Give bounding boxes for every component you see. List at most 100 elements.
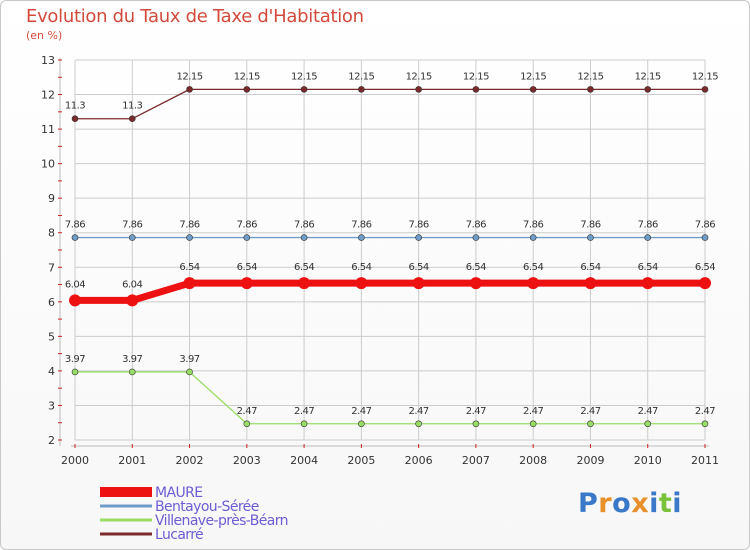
data-label: 6.54 — [580, 262, 600, 273]
data-point — [300, 234, 308, 241]
data-label: 6.54 — [695, 262, 715, 273]
legend-label: Bentayou-Sérée — [155, 499, 259, 515]
data-point — [584, 277, 597, 290]
y-tick-label: 7 — [48, 261, 55, 274]
x-tick-label: 2008 — [519, 454, 547, 467]
legend-swatch — [100, 518, 152, 522]
data-point — [128, 368, 136, 376]
data-label: 6.54 — [351, 262, 371, 273]
data-point — [300, 86, 308, 93]
data-label: 7.86 — [638, 220, 658, 231]
data-label: 12.15 — [291, 71, 317, 82]
data-label: 6.54 — [638, 262, 658, 273]
data-point — [186, 86, 193, 93]
logo-letter: x — [631, 488, 650, 519]
x-tick-label: 2004 — [290, 454, 318, 467]
data-point — [243, 420, 251, 428]
data-label: 12.15 — [348, 71, 374, 82]
data-point — [472, 420, 480, 428]
data-label: 2.47 — [351, 406, 371, 417]
data-point — [699, 277, 711, 290]
data-label: 6.54 — [466, 262, 486, 273]
data-point — [186, 234, 193, 241]
data-label: 2.47 — [409, 406, 429, 417]
data-point — [183, 277, 196, 290]
data-label: 6.54 — [179, 262, 199, 273]
x-tick-label: 2000 — [61, 454, 89, 467]
data-point — [587, 86, 594, 93]
data-label: 2.47 — [294, 406, 314, 417]
data-point — [69, 294, 81, 307]
data-point — [243, 234, 251, 241]
y-tick-label: 9 — [48, 192, 55, 205]
data-label: 2.47 — [695, 406, 715, 417]
data-label: 3.97 — [179, 354, 199, 365]
data-point — [469, 277, 482, 290]
y-tick-label: 5 — [48, 330, 55, 343]
logo-letter: t — [658, 488, 673, 519]
data-point — [126, 294, 139, 307]
data-label: 7.86 — [580, 220, 600, 231]
y-tick-label: 12 — [41, 89, 55, 102]
data-label: 12.15 — [406, 71, 432, 82]
logo-letter: o — [612, 488, 632, 519]
legend-swatch — [100, 487, 152, 497]
data-point — [644, 86, 652, 93]
y-tick-label: 4 — [48, 365, 55, 378]
data-point — [415, 86, 422, 93]
x-tick-label: 2003 — [233, 454, 261, 467]
data-point — [128, 234, 136, 241]
data-point — [701, 420, 709, 428]
data-label: 11.3 — [122, 101, 142, 112]
data-point — [71, 115, 79, 123]
proxiti-logo: Proxiti — [578, 488, 682, 519]
data-point — [128, 115, 136, 123]
y-tick-label: 2 — [48, 434, 55, 447]
series-villenave-pr-s-b-arn: 3.97 3.97 3.97 2.47 2.47 2.47 2.47 2.47 2.47 2.47… — [65, 354, 716, 428]
data-point — [529, 420, 537, 428]
data-point — [355, 277, 368, 290]
data-point — [358, 86, 365, 93]
data-point — [529, 234, 537, 241]
data-label: 12.15 — [463, 71, 489, 82]
data-point — [587, 234, 594, 241]
x-tick-label: 2006 — [405, 454, 433, 467]
data-point — [644, 420, 652, 428]
data-point — [300, 420, 308, 428]
logo-letter: P — [578, 488, 599, 519]
x-tick-label: 2010 — [634, 454, 662, 467]
x-tick-label: 2005 — [347, 454, 375, 467]
data-label: 2.47 — [466, 406, 486, 417]
data-label: 11.3 — [65, 101, 85, 112]
data-label: 6.54 — [409, 262, 429, 273]
logo-letter: r — [598, 488, 613, 519]
data-label: 12.15 — [577, 71, 603, 82]
data-point — [186, 368, 193, 376]
data-label: 12.15 — [234, 71, 260, 82]
series-maure: 6.04 6.04 6.54 6.54 6.54 6.54 6.54 6.54 6.54 6.54… — [65, 262, 716, 307]
x-tick-label: 2011 — [691, 454, 719, 467]
x-tick-label: 2007 — [462, 454, 490, 467]
data-label: 7.86 — [122, 220, 142, 231]
y-tick-label: 8 — [48, 227, 55, 240]
data-label: 6.54 — [237, 262, 257, 273]
legend-swatch — [100, 504, 152, 508]
series-line — [75, 279, 705, 304]
legend: MAUREBentayou-SéréeVillenave-près-BéarnL… — [100, 485, 289, 543]
legend-label: MAURE — [155, 485, 202, 501]
data-label: 6.04 — [65, 279, 85, 290]
data-label: 2.47 — [638, 406, 658, 417]
y-tick-label: 6 — [48, 296, 55, 309]
data-label: 12.15 — [635, 71, 661, 82]
logo-letter: i — [672, 488, 683, 519]
data-label: 7.86 — [695, 220, 715, 231]
data-label: 7.86 — [351, 220, 371, 231]
data-label: 7.86 — [294, 220, 314, 231]
y-tick-label: 13 — [41, 54, 55, 67]
y-tick-label: 11 — [41, 123, 55, 136]
series-lucarr-: 11.3 11.3 12.15 12.15 12.15 12.15 12.15 12.15 12… — [65, 71, 719, 123]
data-point — [71, 368, 79, 376]
y-tick-label: 3 — [48, 399, 55, 412]
